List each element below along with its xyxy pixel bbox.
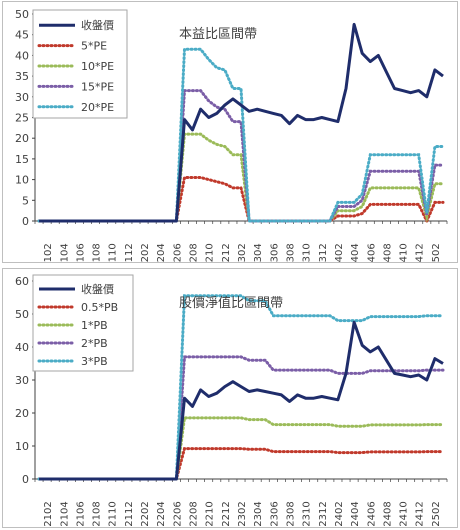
x-tick-label: 2312 (318, 243, 329, 262)
y-tick-label: 5 (22, 194, 29, 207)
x-tick-label: 2110 (108, 243, 119, 262)
x-tick-label: 2306 (269, 501, 280, 526)
x-tick-label: 2502 (431, 501, 442, 526)
x-tick-label: 2212 (221, 243, 232, 262)
x-tick-label: 2406 (366, 243, 377, 262)
x-tick-label: 2204 (156, 501, 167, 526)
y-tick-label: 40 (15, 49, 29, 62)
y-tick-label: 15 (15, 153, 29, 166)
y-tick-label: 30 (15, 91, 29, 104)
chart-legend: 收盤價 5*PE 10*PE 15*PE 20*PE (32, 9, 128, 119)
y-tick-label: 35 (15, 70, 29, 83)
x-tick-label: 2304 (253, 243, 264, 262)
x-tick-label: 2402 (334, 243, 345, 262)
x-tick-label: 2402 (334, 501, 345, 526)
x-tick-label: 2412 (415, 243, 426, 262)
x-tick-label: 2108 (92, 501, 103, 526)
x-tick-label: 2208 (189, 501, 200, 526)
pb-band-chart-svg: 0 10 20 30 40 50 60 2102 2104 2106 2108 2110 2112 220… (15, 274, 448, 527)
x-tick-label: 2102 (43, 243, 54, 262)
x-tick-label: 2404 (350, 501, 361, 526)
pe-band-chart: 0 5 10 15 20 25 30 35 40 45 50 2102 2104 2106 2108 2110… (2, 1, 458, 263)
legend-box (32, 274, 134, 372)
x-tick-label: 2112 (124, 501, 135, 526)
pe-band-chart-svg: 0 5 10 15 20 25 30 35 40 45 50 2102 2104 2106 2108 2110… (15, 8, 448, 262)
x-tick-label: 2408 (382, 501, 393, 526)
x-tick-label: 2502 (431, 243, 442, 262)
x-tick-label: 2406 (366, 501, 377, 526)
series-line-close-price (39, 22, 444, 223)
legend-label: 1*PB (81, 319, 108, 332)
x-tick-label: 2106 (75, 501, 86, 526)
y-tick-label: 20 (15, 132, 29, 145)
y-tick-label: 10 (15, 440, 29, 453)
legend-label: 收盤價 (81, 282, 114, 296)
legend-label: 20*PE (81, 101, 114, 114)
x-tick-label: 2206 (172, 501, 183, 526)
y-tick-label: 40 (15, 341, 29, 354)
x-tick-label: 2112 (124, 243, 135, 262)
x-tick-label: 2308 (285, 243, 296, 262)
x-tick-label: 2108 (92, 243, 103, 262)
x-tick-label: 2110 (108, 501, 119, 526)
y-tick-label: 60 (15, 275, 29, 288)
x-tick-label: 2104 (59, 243, 70, 262)
x-tick-label: 2102 (43, 501, 54, 526)
series-line-0.5pb (37, 447, 445, 481)
legend-box (32, 9, 128, 119)
x-tick-label: 2208 (189, 243, 200, 262)
x-tick-label: 2202 (140, 243, 151, 262)
x-tick-label: 2412 (415, 501, 426, 526)
chart-legend: 收盤價 0.5*PB 1*PB 2*PB 3*PB (32, 274, 134, 372)
y-tick-label: 50 (15, 308, 29, 321)
x-tick-label: 2302 (237, 243, 248, 262)
x-tick-label: 2104 (59, 501, 70, 526)
x-tick-label: 2202 (140, 501, 151, 526)
legend-label: 10*PE (81, 60, 114, 73)
pb-band-chart: 0 10 20 30 40 50 60 2102 2104 2106 2108 2110 2112 220… (2, 268, 458, 528)
x-tick-label: 2210 (205, 243, 216, 262)
legend-label: 收盤價 (81, 18, 114, 32)
y-tick-label: 25 (15, 112, 29, 125)
x-tick-label: 2204 (156, 243, 167, 262)
y-tick-label: 30 (15, 374, 29, 387)
series-line-5pe (37, 176, 445, 225)
y-tick-label: 50 (15, 8, 29, 21)
series-line-close-price (39, 320, 444, 481)
x-tick-label: 2308 (285, 501, 296, 526)
legend-label: 15*PE (81, 80, 114, 93)
y-tick-label: 20 (15, 407, 29, 420)
x-tick-label: 2206 (172, 243, 183, 262)
x-tick-label: 2106 (75, 243, 86, 262)
legend-label: 5*PE (81, 40, 107, 53)
x-tick-label: 2404 (350, 243, 361, 262)
legend-label: 0.5*PB (81, 301, 118, 314)
y-tick-label: 0 (22, 473, 29, 486)
legend-label: 2*PB (81, 337, 108, 350)
y-tick-label: 45 (15, 29, 29, 42)
x-tick-label: 2310 (302, 501, 313, 526)
y-tick-label: 10 (15, 174, 29, 187)
x-tick-label: 2408 (382, 243, 393, 262)
x-tick-label: 2306 (269, 243, 280, 262)
x-tick-label: 2312 (318, 501, 329, 526)
x-tick-label: 2310 (302, 243, 313, 262)
x-tick-label: 2302 (237, 501, 248, 526)
legend-label: 3*PB (81, 355, 108, 368)
x-tick-label: 2304 (253, 501, 264, 526)
x-tick-label: 2410 (399, 501, 410, 526)
series-line-10pe (37, 132, 445, 223)
y-tick-label: 0 (22, 215, 29, 228)
x-tick-label: 2410 (399, 243, 410, 262)
chart-title: 股價淨值比區間帶 (179, 295, 283, 311)
x-tick-label: 2210 (205, 501, 216, 526)
x-tick-label: 2212 (221, 501, 232, 526)
chart-title: 本益比區間帶 (179, 27, 257, 42)
